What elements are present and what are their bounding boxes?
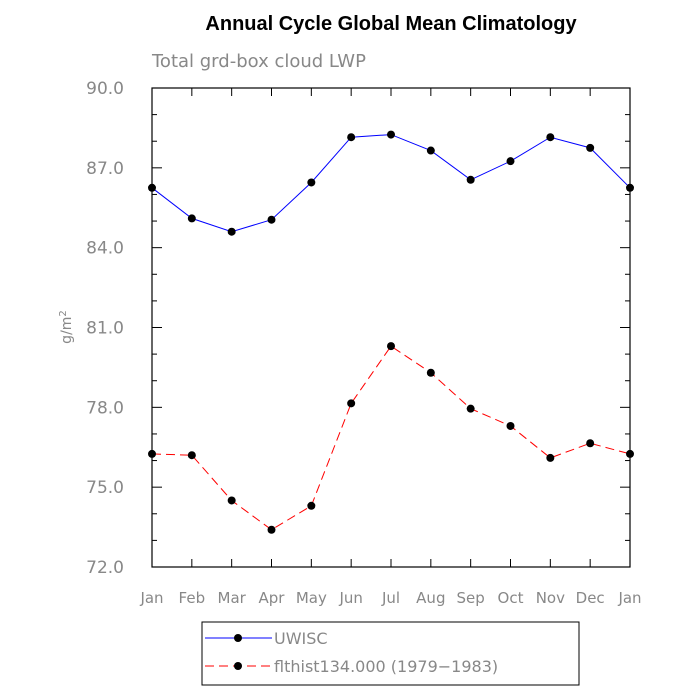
- chart-title: Annual Cycle Global Mean Climatology: [205, 13, 577, 35]
- x-tick-label: Sep: [457, 589, 485, 607]
- legend-marker: [234, 634, 242, 642]
- x-tick-label: Jun: [338, 589, 362, 607]
- series-lines: [148, 130, 634, 534]
- data-point: [148, 449, 156, 458]
- data-point: [506, 421, 515, 430]
- data-point: [227, 496, 236, 505]
- y-tick-label: 75.0: [86, 478, 124, 498]
- y-tick-label: 84.0: [86, 239, 124, 259]
- x-tick-label: Feb: [179, 589, 206, 607]
- legend: UWISC flthist134.000 (1979−1983): [201, 621, 580, 686]
- data-point: [466, 404, 475, 413]
- data-point: [426, 368, 435, 377]
- axis-ticks: Jan Feb Mar Apr May Jun Jul Aug Sep Oct Nov Dec Jan 7…: [86, 79, 641, 607]
- data-point: [347, 399, 356, 408]
- data-point: [546, 133, 555, 142]
- data-point: [546, 453, 555, 462]
- x-tick-label: Mar: [218, 589, 247, 607]
- legend-label: flthist134.000 (1979−1983): [274, 657, 498, 676]
- data-point: [586, 143, 595, 152]
- data-point: [307, 178, 316, 187]
- x-tick-label: Apr: [259, 589, 286, 607]
- x-tick-label: Jan: [617, 589, 641, 607]
- x-tick-label: May: [296, 589, 327, 607]
- plot-frame: [151, 87, 631, 568]
- data-point: [267, 525, 276, 534]
- data-point: [626, 449, 634, 458]
- plot-border: [151, 87, 631, 568]
- x-tick-label: Jul: [381, 589, 400, 607]
- x-tick-label: Jan: [139, 589, 163, 607]
- data-point: [307, 501, 316, 510]
- data-point: [347, 133, 356, 142]
- data-point: [626, 183, 634, 192]
- x-tick-label: Oct: [498, 589, 524, 607]
- y-tick-label: 87.0: [86, 159, 124, 179]
- data-point: [148, 183, 156, 192]
- y-tick-label: 78.0: [86, 398, 124, 418]
- legend-box: [201, 621, 580, 686]
- data-point: [586, 439, 595, 448]
- y-tick-label: 90.0: [86, 79, 124, 99]
- y-axis-label: g/m2: [58, 310, 75, 344]
- data-point: [187, 214, 196, 223]
- data-point: [387, 130, 395, 139]
- data-point: [466, 175, 475, 184]
- x-tick-label: Aug: [416, 589, 445, 607]
- legend-label: UWISC: [274, 629, 328, 648]
- x-tick-label: Dec: [576, 589, 605, 607]
- chart-subtitle: Total grd-box cloud LWP: [151, 51, 366, 72]
- data-point: [227, 227, 236, 236]
- data-point: [387, 342, 395, 351]
- series-line: [151, 345, 631, 531]
- data-point: [187, 451, 196, 460]
- data-point: [267, 215, 276, 224]
- series-line: [151, 134, 631, 233]
- data-point: [506, 157, 515, 166]
- y-tick-label: 72.0: [86, 558, 124, 578]
- x-tick-label: Nov: [536, 589, 565, 607]
- data-point: [426, 146, 435, 155]
- y-tick-label: 81.0: [86, 319, 124, 339]
- legend-marker: [234, 662, 242, 670]
